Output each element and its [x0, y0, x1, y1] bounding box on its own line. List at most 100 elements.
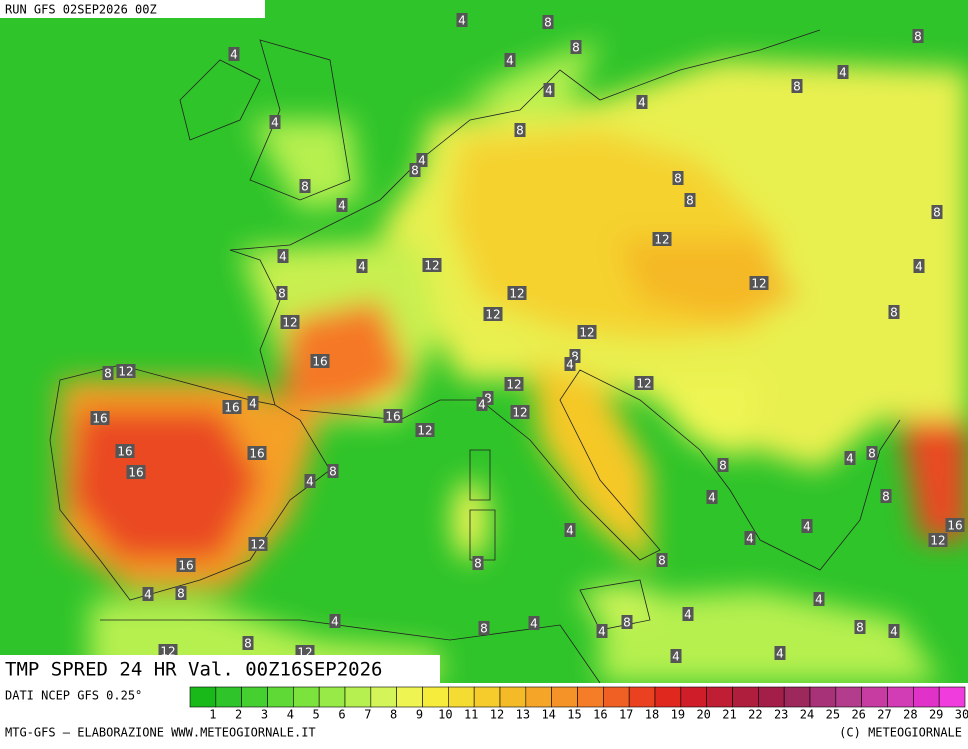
contour-label: 12 — [282, 316, 297, 330]
contour-label-box — [514, 123, 526, 137]
contour-label-box — [176, 558, 196, 572]
contour-label: 4 — [331, 615, 339, 629]
color-legend: 1 2 3 4 5 6 7 8 9 10 11 12 13 14 15 16 17 18 19 20 21 22 23 24 2… — [189, 686, 968, 722]
contour-label-box — [564, 523, 576, 537]
contour-label-box — [744, 531, 756, 545]
contour-label-box — [456, 13, 468, 27]
contour-label-box — [416, 153, 428, 167]
contour-label: 4 — [846, 452, 854, 466]
contour-label-box — [636, 95, 648, 109]
legend-swatch — [809, 686, 837, 708]
legend-swatch — [628, 686, 656, 708]
contour-label-box — [774, 646, 786, 660]
contour-label: 8 — [104, 367, 112, 381]
contour-label-box — [596, 624, 608, 638]
legend-swatch — [448, 686, 475, 708]
contour-label: 4 — [803, 520, 811, 534]
legend-swatch — [732, 686, 759, 708]
contour-label-box — [928, 533, 948, 547]
contour-label: 8 — [868, 447, 876, 461]
contour-label-box — [247, 446, 267, 460]
contour-label-box — [931, 205, 943, 219]
contour-label-box — [866, 446, 878, 460]
contour-label-box — [280, 315, 300, 329]
legend-label: 8 — [390, 708, 397, 722]
contour-label-box — [507, 286, 527, 300]
contour-label-box — [142, 587, 154, 601]
contour-label-box — [543, 83, 555, 97]
legend-label: 1 — [209, 708, 216, 722]
contour-label-box — [277, 249, 289, 263]
contour-label-box — [801, 519, 813, 533]
legend-label: 25 — [826, 708, 840, 722]
contour-label: 12 — [654, 233, 669, 247]
contour-label-box — [670, 649, 682, 663]
legend-swatch — [938, 686, 966, 708]
legend-label: 3 — [261, 708, 268, 722]
contour-label: 8 — [244, 637, 252, 651]
legend-label: 20 — [696, 708, 710, 722]
credit: MTG-GFS — ELABORAZIONE WWW.METEOGIORNALE… — [5, 726, 316, 740]
contour-label-box — [175, 586, 187, 600]
contour-label-box — [356, 259, 368, 273]
contour-label: 16 — [128, 466, 143, 480]
contour-label: 4 — [638, 96, 646, 110]
legend-swatch — [189, 686, 217, 708]
contour-label: 4 — [746, 532, 754, 546]
legend-label: 27 — [877, 708, 891, 722]
legend-label: 23 — [774, 708, 788, 722]
contour-label-box — [652, 232, 672, 246]
title-box — [0, 655, 440, 683]
contour-label: 8 — [329, 465, 337, 479]
contour-label-box — [90, 411, 110, 425]
contour-label: 8 — [474, 557, 482, 571]
contour-label: 12 — [417, 424, 432, 438]
contour-label: 4 — [684, 608, 692, 622]
contour-label: 4 — [545, 84, 553, 98]
contour-label: 4 — [230, 48, 238, 62]
contour-label: 4 — [418, 154, 426, 168]
legend-swatch — [861, 686, 888, 708]
legend-swatch — [499, 686, 527, 708]
contour-label-box — [837, 65, 849, 79]
contour-label-box — [577, 325, 597, 339]
contour-label: 8 — [890, 306, 898, 320]
legend-label: 15 — [567, 708, 581, 722]
legend-label: 29 — [929, 708, 943, 722]
contour-label-box — [528, 616, 540, 630]
contour-label-box — [269, 115, 281, 129]
legend-label: 7 — [364, 708, 371, 722]
contour-label: 4 — [815, 593, 823, 607]
contour-label: 4 — [566, 524, 574, 538]
contour-label-box — [564, 357, 576, 371]
contour-label-box — [684, 193, 696, 207]
contour-label-box — [504, 53, 516, 67]
contour-label-box — [749, 276, 769, 290]
legend-swatch — [913, 686, 940, 708]
contour-label-box — [854, 620, 866, 634]
contour-label: 8 — [571, 350, 579, 364]
legend-label: 17 — [619, 708, 633, 722]
contour-label: 4 — [306, 475, 314, 489]
contour-label-box — [510, 405, 530, 419]
contour-label-box — [329, 614, 341, 628]
contour-label: 4 — [530, 617, 538, 631]
contour-label: 12 — [424, 259, 439, 273]
contour-label: 8 — [623, 616, 631, 630]
legend-label: 28 — [903, 708, 917, 722]
contour-label-box — [126, 465, 146, 479]
contour-label: 4 — [915, 260, 923, 274]
contour-label: 8 — [484, 392, 492, 406]
contour-label-box — [717, 458, 729, 472]
legend-label: 4 — [287, 708, 294, 722]
legend-label: 19 — [671, 708, 685, 722]
contour-label: 4 — [672, 650, 680, 664]
source: DATI NCEP GFS 0.25° — [5, 689, 142, 703]
contour-label-box — [222, 400, 242, 414]
legend-label: 11 — [464, 708, 478, 722]
contour-label: 16 — [117, 445, 132, 459]
contour-label: 12 — [485, 308, 500, 322]
contour-label-box — [336, 198, 348, 212]
